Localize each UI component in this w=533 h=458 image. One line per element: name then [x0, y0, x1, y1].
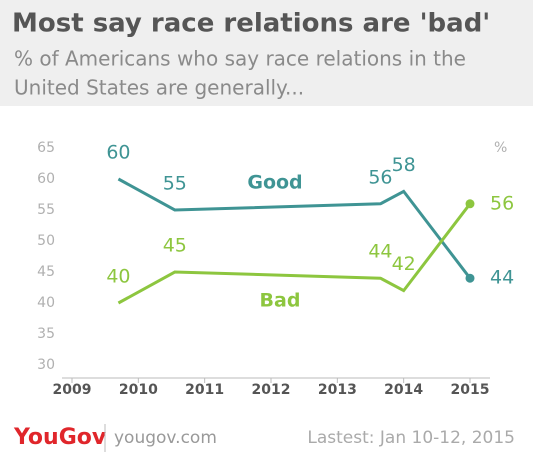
- site: yougov.com: [114, 428, 217, 448]
- series-label: Bad: [260, 290, 301, 312]
- data-label: 44: [490, 267, 514, 289]
- y-tick-label: 60: [37, 171, 55, 187]
- line: [117, 202, 472, 305]
- x-tick-label: 2011: [185, 382, 224, 398]
- y-tick-label: 55: [37, 202, 55, 218]
- x-tick-label: 2014: [384, 382, 423, 398]
- data-label: 40: [106, 266, 130, 288]
- y-tick-label: 35: [37, 326, 55, 342]
- y-tick-label: 40: [37, 295, 55, 311]
- data-label: 56: [490, 192, 514, 214]
- chart-title: Most say race relations are 'bad': [12, 9, 490, 39]
- x-tick-label: 2012: [252, 382, 291, 398]
- data-label: 58: [392, 154, 416, 176]
- data-label: 55: [163, 173, 187, 195]
- data-label: 56: [368, 166, 392, 188]
- subtitle: % of Americans who say race relations in…: [14, 47, 466, 71]
- x-tick-label: 2009: [53, 382, 92, 398]
- end-marker: [465, 273, 475, 283]
- end-marker: [465, 199, 475, 209]
- brand: YouGov: [13, 425, 107, 450]
- subtitle: United States are generally...: [14, 76, 304, 100]
- x-tick-label: 2010: [119, 382, 158, 398]
- line: [117, 177, 472, 280]
- data-label: 60: [106, 142, 130, 164]
- y-tick-label: 50: [37, 233, 55, 249]
- unit-label: %: [494, 140, 507, 156]
- x-tick-label: 2015: [451, 382, 490, 398]
- header-background: [0, 0, 533, 106]
- data-label: 45: [163, 235, 187, 257]
- x-tick-label: 2013: [318, 382, 357, 398]
- y-tick-label: 30: [37, 357, 55, 373]
- data-label: 44: [368, 241, 392, 263]
- y-tick-label: 45: [37, 264, 55, 280]
- data-label: 42: [392, 253, 416, 275]
- footer-note: Lastest: Jan 10-12, 2015: [307, 428, 515, 448]
- y-tick-label: 65: [37, 140, 55, 156]
- series-label: Good: [247, 172, 302, 194]
